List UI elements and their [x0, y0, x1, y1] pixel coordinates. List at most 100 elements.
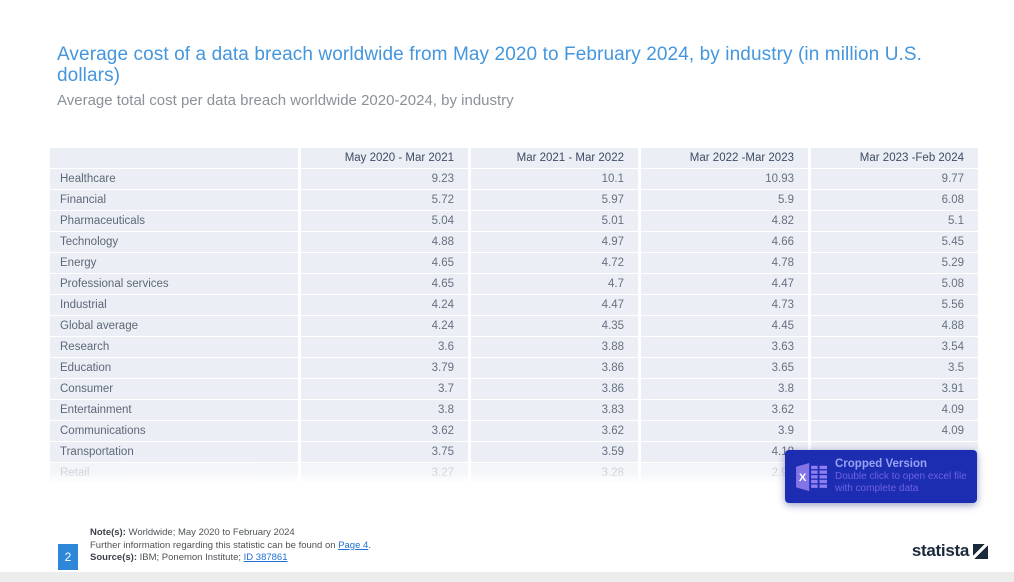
further-suffix: .	[368, 539, 371, 551]
data-table: May 2020 - Mar 2021 Mar 2021 - Mar 2022 Ma…	[50, 148, 978, 482]
row-label: Energy	[50, 253, 298, 273]
header-cell-empty	[50, 148, 298, 168]
source-label: Source(s):	[90, 552, 137, 563]
row-value: 5.97	[471, 190, 638, 210]
statista-wordmark: statista	[911, 541, 969, 560]
row-value: 10.1	[471, 169, 638, 189]
row-value: 3.75	[301, 442, 468, 462]
statista-logo: statista	[912, 541, 988, 561]
row-value: 4.35	[471, 316, 638, 336]
statista-logo-icon	[973, 543, 988, 559]
row-label: Communications	[50, 421, 298, 441]
page-subtitle: Average total cost per data breach world…	[57, 92, 514, 109]
row-value: 5.29	[811, 253, 978, 273]
row-value: 3.8	[641, 379, 808, 399]
row-value: 4.65	[301, 274, 468, 294]
row-value: 9.23	[301, 169, 468, 189]
table-row: Professional services 4.65 4.7 4.47 5.08	[50, 274, 978, 294]
row-label: Professional services	[50, 274, 298, 294]
header-cell: Mar 2022 -Mar 2023	[641, 148, 808, 168]
row-label: Research	[50, 337, 298, 357]
table-row: Healthcare 9.23 10.1 10.93 9.77	[50, 169, 978, 189]
row-value: 9.77	[811, 169, 978, 189]
overlay-body: Double click to open excel file with com…	[835, 471, 967, 494]
row-value: 4.47	[471, 295, 638, 315]
cropped-version-overlay[interactable]: X Cropped Version Double click to open e…	[785, 450, 977, 503]
note-text: Worldwide; May 2020 to February 2024	[125, 527, 295, 538]
row-value: 4.73	[641, 295, 808, 315]
table-row: Education 3.79 3.86 3.65 3.5	[50, 358, 978, 378]
row-value: 4.78	[641, 253, 808, 273]
row-value: 3.54	[811, 337, 978, 357]
row-value: 3.91	[811, 379, 978, 399]
row-value: 6.08	[811, 190, 978, 210]
row-value: 3.86	[471, 358, 638, 378]
row-value: 5.56	[811, 295, 978, 315]
row-label: Industrial	[50, 295, 298, 315]
further-text: Further information regarding this stati…	[90, 539, 339, 551]
row-label: Consumer	[50, 379, 298, 399]
row-value: 4.65	[301, 253, 468, 273]
row-value: 5.9	[641, 190, 808, 210]
row-value: 4.82	[641, 211, 808, 231]
row-label: Technology	[50, 232, 298, 252]
further-line: Further information regarding this stati…	[90, 540, 371, 553]
overlay-title: Cropped Version	[835, 458, 928, 470]
row-label: Pharmaceuticals	[50, 211, 298, 231]
table-row: Consumer 3.7 3.86 3.8 3.91	[50, 379, 978, 399]
row-value: 4.72	[471, 253, 638, 273]
row-label: Financial	[50, 190, 298, 210]
row-label: Retail	[50, 463, 298, 482]
table-row: Research 3.6 3.88 3.63 3.54	[50, 337, 978, 357]
row-label: Transportation	[50, 442, 298, 462]
row-value: 5.45	[811, 232, 978, 252]
overlay-text: Cropped Version Double click to open exc…	[835, 458, 977, 495]
row-value: 3.5	[811, 358, 978, 378]
table-row: Technology 4.88 4.97 4.66 5.45	[50, 232, 978, 252]
row-value: 3.62	[301, 421, 468, 441]
row-value: 4.7	[471, 274, 638, 294]
row-value: 3.62	[471, 421, 638, 441]
source-line: Source(s): IBM; Ponemon Institute; ID 38…	[90, 552, 371, 565]
row-value: 4.97	[471, 232, 638, 252]
row-value: 3.9	[641, 421, 808, 441]
row-label: Education	[50, 358, 298, 378]
row-value: 3.79	[301, 358, 468, 378]
row-value: 4.09	[811, 421, 978, 441]
row-value: 10.93	[641, 169, 808, 189]
row-value: 4.88	[811, 316, 978, 336]
row-value: 4.45	[641, 316, 808, 336]
header-cell: Mar 2021 - Mar 2022	[471, 148, 638, 168]
row-value: 5.04	[301, 211, 468, 231]
row-value: 3.62	[641, 400, 808, 420]
row-value: 3.8	[301, 400, 468, 420]
footer-notes: Note(s): Worldwide; May 2020 to February…	[90, 527, 371, 565]
header-cell: May 2020 - Mar 2021	[301, 148, 468, 168]
row-value: 3.27	[301, 463, 468, 482]
excel-icon: X	[796, 462, 827, 491]
row-value: 4.47	[641, 274, 808, 294]
row-value: 4.88	[301, 232, 468, 252]
note-line: Note(s): Worldwide; May 2020 to February…	[90, 527, 371, 540]
header-cell: Mar 2023 -Feb 2024	[811, 148, 978, 168]
row-value: 4.24	[301, 316, 468, 336]
row-label: Global average	[50, 316, 298, 336]
page-4-link[interactable]: Page 4	[338, 539, 369, 551]
note-label: Note(s):	[90, 527, 126, 538]
row-value: 3.28	[471, 463, 638, 482]
row-value: 3.59	[471, 442, 638, 462]
table-row: Industrial 4.24 4.47 4.73 5.56	[50, 295, 978, 315]
row-value: 3.86	[471, 379, 638, 399]
row-value: 3.65	[641, 358, 808, 378]
table-row: Communications 3.62 3.62 3.9 4.09	[50, 421, 978, 441]
statistic-id-link[interactable]: ID 387861	[243, 552, 288, 563]
row-value: 5.08	[811, 274, 978, 294]
svg-text:X: X	[799, 471, 807, 483]
row-value: 5.01	[471, 211, 638, 231]
page-title: Average cost of a data breach worldwide …	[57, 44, 923, 86]
table-row: Pharmaceuticals 5.04 5.01 4.82 5.1	[50, 211, 978, 231]
bottom-strip	[0, 572, 1014, 582]
source-text: IBM; Ponemon Institute;	[136, 552, 244, 563]
row-value: 3.7	[301, 379, 468, 399]
